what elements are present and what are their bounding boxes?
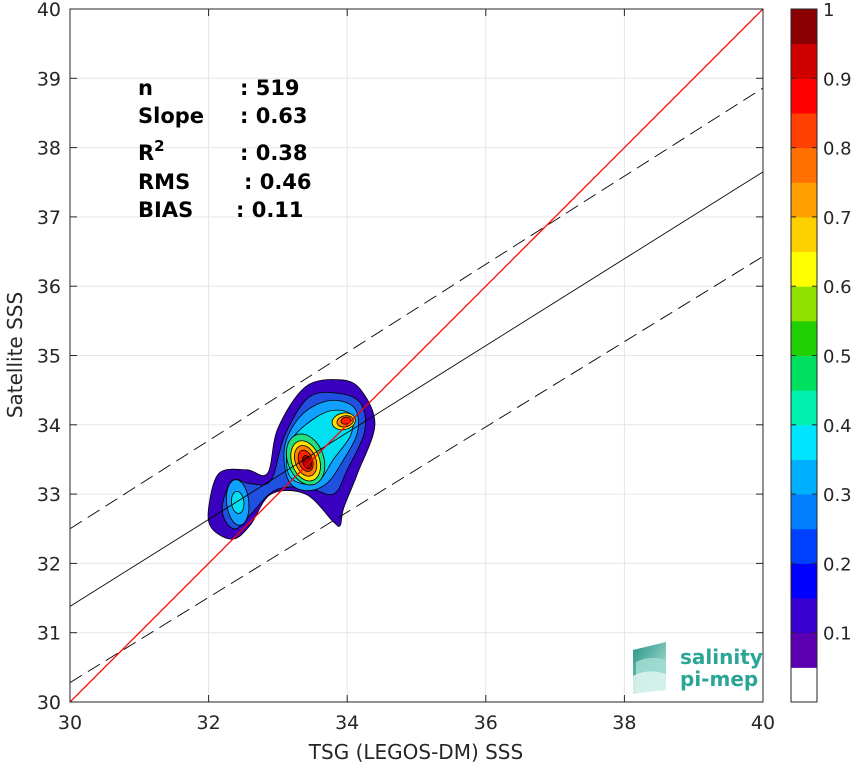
logo-wave-icon [633,642,666,694]
x-tick-label-3: 36 [474,712,498,734]
stat-value-4: : 0.11 [236,198,304,222]
colorbar-segment-18 [791,43,817,79]
y-tick-label-7: 37 [37,207,61,229]
colorbar-segment-11 [791,286,817,322]
colorbar-segment-14 [791,182,817,218]
y-axis-ticks: 30 31 32 33 34 35 36 37 38 39 40 [37,0,763,714]
colorbar-segment-19 [791,9,817,45]
salinity-pimep-logo: salinity pi-mep [633,642,763,694]
x-tick-label-4: 38 [612,712,636,734]
cb-tick-label-4: 0.5 [823,347,852,368]
colorbar-ticks: 0.1 0.2 0.3 0.4 0.5 0.6 0.7 0.8 0.9 1 [791,0,852,645]
contour-levels [207,379,376,540]
fit-lower-line [70,256,763,683]
y-axis-label: Satellite SSS [3,292,27,418]
x-axis-ticks: 30 32 34 36 38 40 [58,9,775,734]
colorbar-segment-9 [791,355,817,391]
cb-tick-label-9: 1 [823,0,834,21]
stat-key-sup: 2 [154,137,164,155]
identity-line [70,9,763,702]
stat-value-2: : 0.38 [240,141,308,165]
stat-key-4: BIAS [138,198,193,222]
cb-tick-label-6: 0.7 [823,208,852,229]
logo-line1: salinity [680,645,763,669]
fit-line [70,171,763,607]
colorbar-segment-3 [791,563,817,599]
cb-tick-label-8: 0.9 [823,69,852,90]
x-axis-label: TSG (LEGOS-DM) SSS [308,740,523,764]
fit-upper-line [70,87,763,530]
cb-tick-label-2: 0.3 [823,485,852,506]
y-tick-label-3: 33 [37,484,61,506]
colorbar-segment-10 [791,320,817,356]
y-tick-label-4: 34 [37,415,61,437]
cb-tick-label-3: 0.4 [823,416,852,437]
cb-tick-label-7: 0.8 [823,139,852,160]
x-tick-label-5: 40 [751,712,775,734]
stat-value-3: : 0.46 [244,170,312,194]
colorbar-segment-13 [791,216,817,253]
cb-tick-label-1: 0.2 [823,554,852,575]
y-tick-label-6: 36 [37,276,61,298]
colorbar-segment-17 [791,78,817,114]
y-tick-label-9: 39 [37,68,61,90]
stat-value-0: : 519 [240,76,300,100]
colorbar-segment-0 [791,667,817,703]
stat-key-3: RMS [138,170,190,194]
contour-left-4 [231,490,245,514]
y-tick-label-1: 31 [37,623,61,645]
colorbar-segment-12 [791,251,817,287]
cb-tick-label-5: 0.6 [823,277,852,298]
y-tick-label-0: 30 [37,692,61,714]
cb-tick-label-0: 0.1 [823,624,852,645]
colorbar-segment-16 [791,112,817,149]
grid-lines [69,8,764,703]
x-tick-label-1: 32 [197,712,221,734]
y-tick-label-5: 35 [37,346,61,368]
colorbar-segment-7 [791,424,817,460]
stat-key-1: Slope [138,104,204,128]
colorbar [790,8,818,703]
colorbar-segment-15 [791,147,817,183]
colorbar-segment-5 [791,494,817,530]
logo-line2: pi-mep [680,667,758,691]
x-tick-label-0: 30 [58,712,82,734]
colorbar-segment-8 [791,390,817,426]
colorbar-segment-1 [791,632,817,668]
y-tick-label-10: 40 [37,0,61,21]
y-tick-label-8: 38 [37,138,61,160]
stat-value-1: : 0.63 [240,104,308,128]
colorbar-segment-6 [791,459,817,495]
density-contours [207,379,376,540]
colorbar-segment-4 [791,528,817,564]
regression-lines [70,9,763,702]
colorbar-segment-2 [791,598,817,634]
x-tick-label-2: 34 [335,712,359,734]
y-tick-label-2: 32 [37,553,61,575]
stat-key-0: n [138,76,153,100]
